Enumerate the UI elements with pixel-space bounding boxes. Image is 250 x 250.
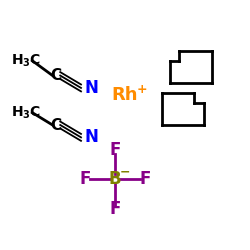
- Text: B: B: [109, 170, 122, 188]
- Text: $\mathregular{H_3C}$: $\mathregular{H_3C}$: [11, 104, 42, 121]
- Text: −: −: [119, 166, 130, 179]
- Text: N: N: [84, 79, 98, 97]
- Text: $\mathregular{H_3C}$: $\mathregular{H_3C}$: [11, 52, 42, 69]
- Text: C: C: [50, 68, 61, 83]
- Text: Rh: Rh: [112, 86, 138, 104]
- Text: N: N: [84, 128, 98, 146]
- Text: F: F: [110, 141, 121, 159]
- Text: F: F: [110, 200, 121, 218]
- Text: F: F: [80, 170, 91, 188]
- Text: +: +: [137, 83, 147, 96]
- Text: F: F: [139, 170, 150, 188]
- Text: C: C: [50, 118, 61, 132]
